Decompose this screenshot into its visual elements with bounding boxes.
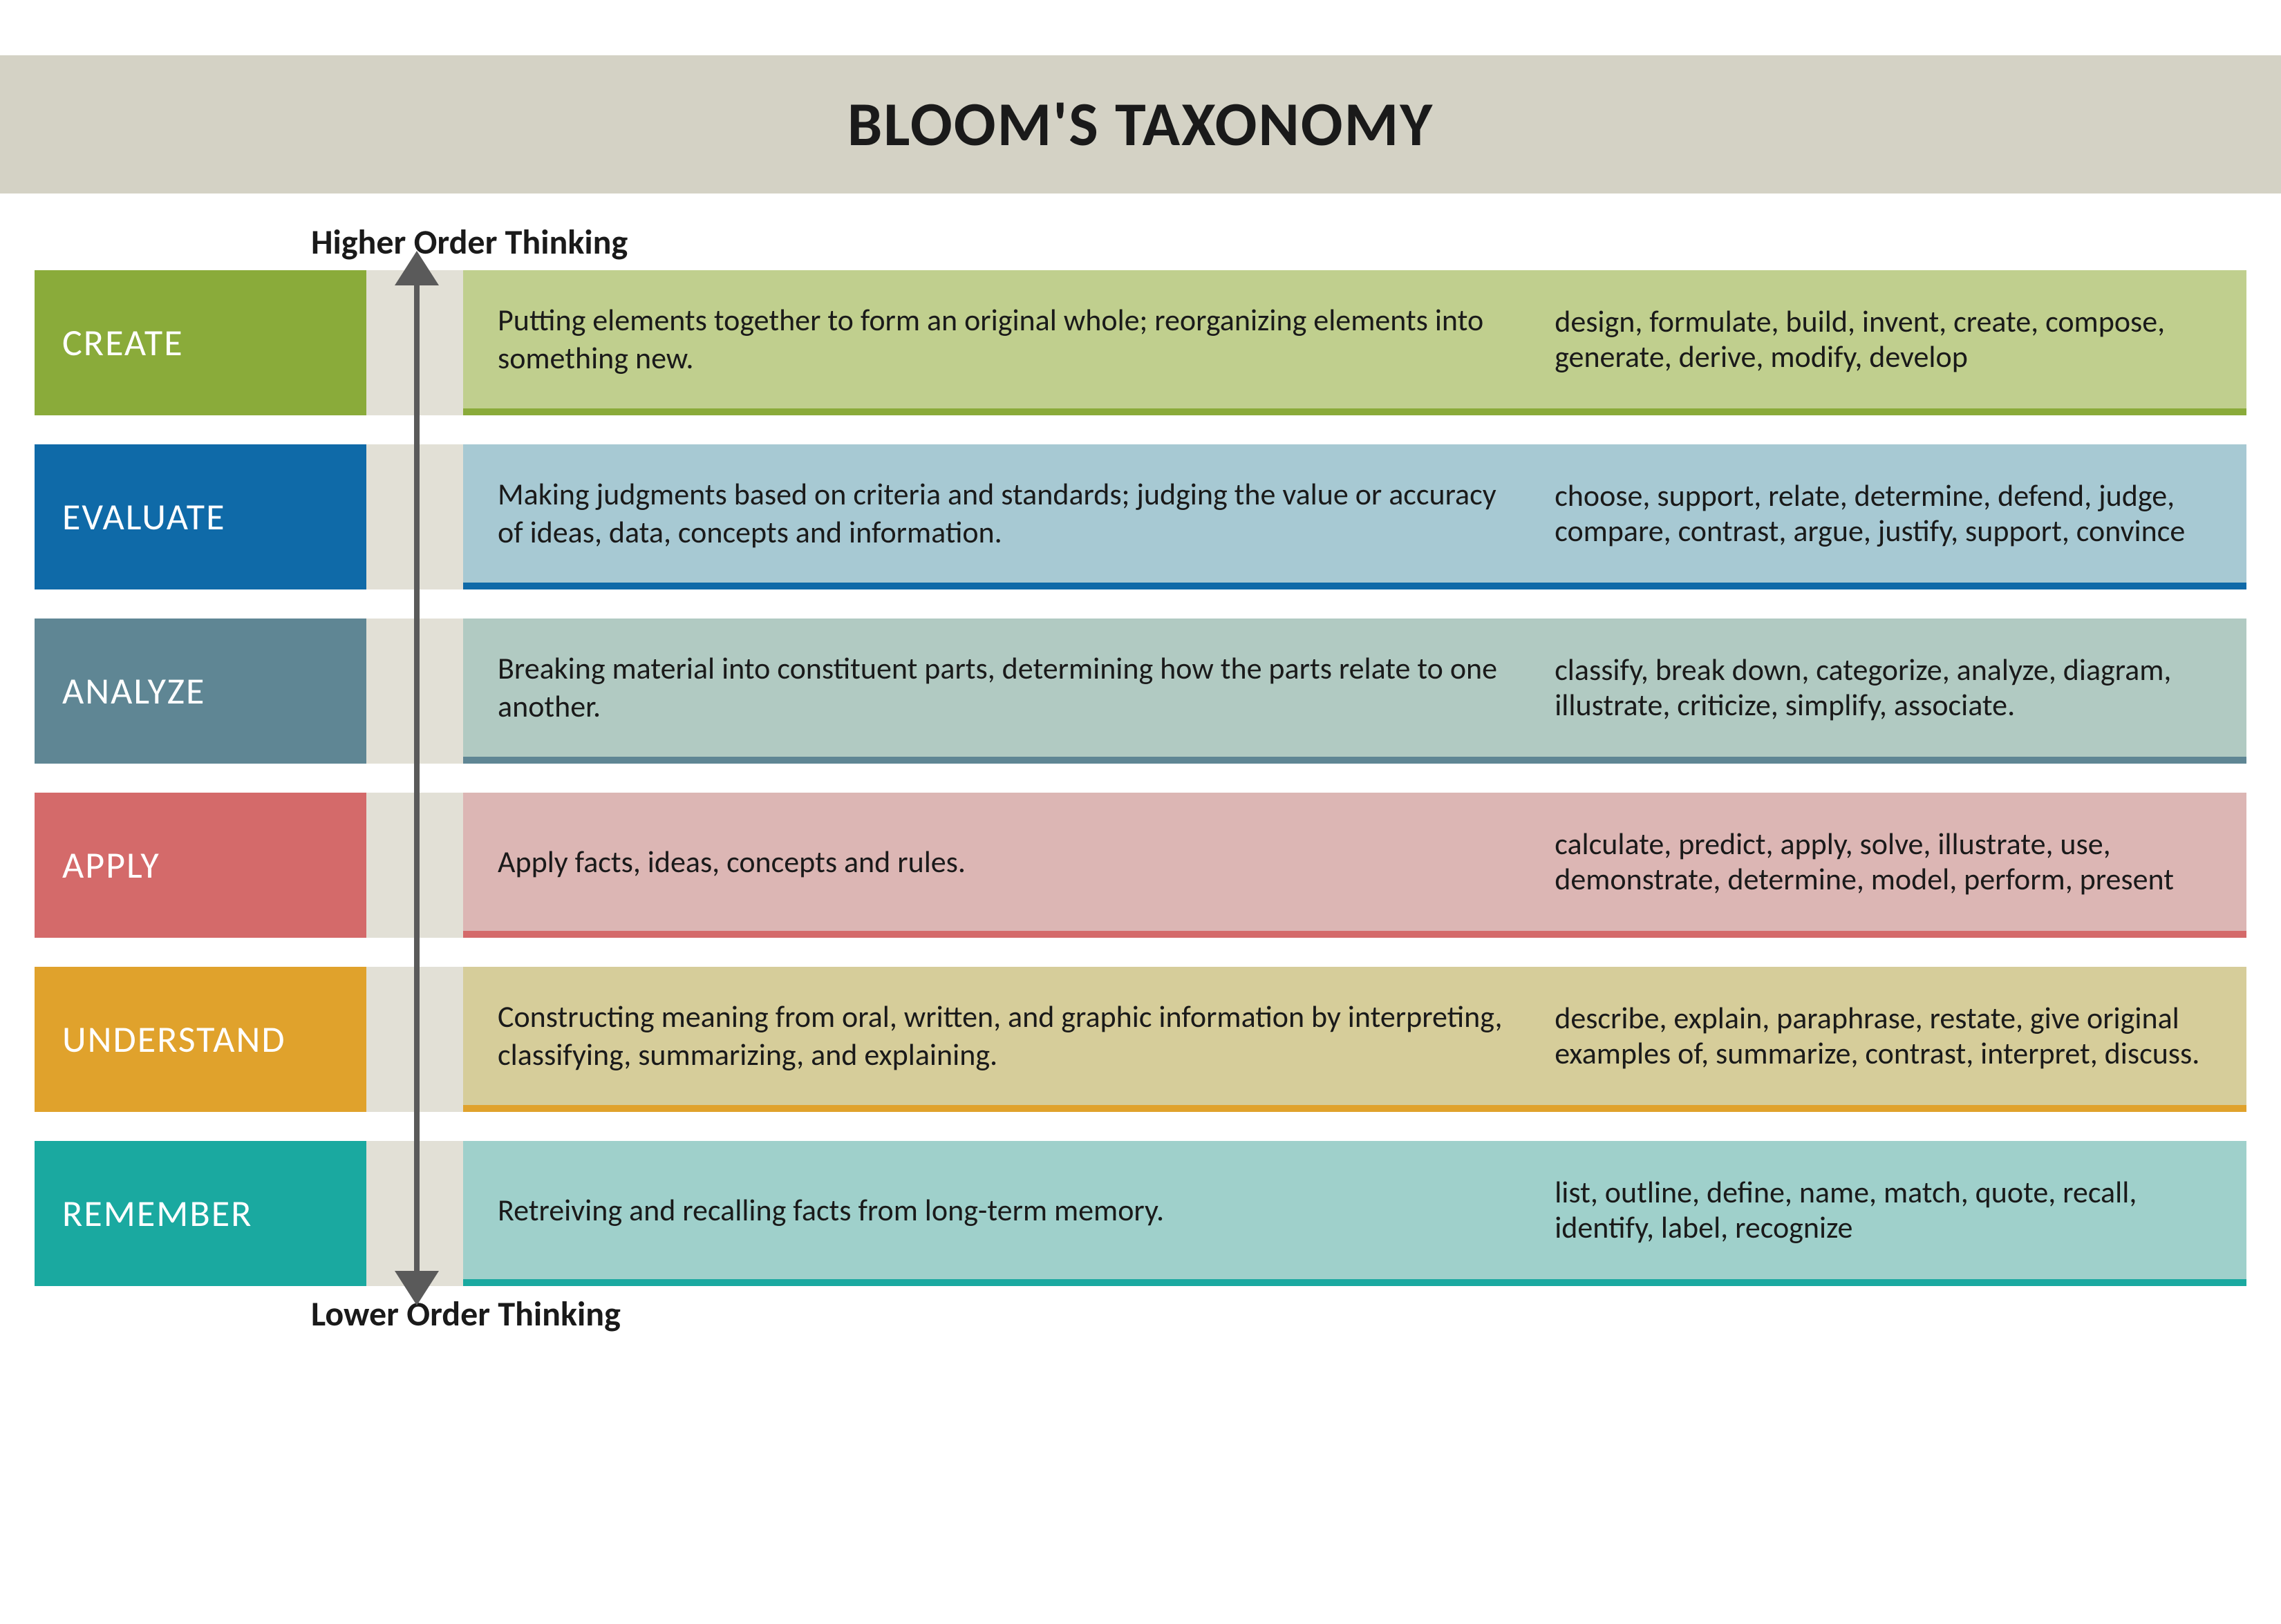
level-verbs: list, outline, define, name, match, quot… — [1555, 1175, 2219, 1245]
level-body: Making judgments based on criteria and s… — [463, 444, 2246, 589]
level-verbs: choose, support, relate, determine, defe… — [1555, 478, 2219, 548]
level-verbs: classify, break down, categorize, analyz… — [1555, 652, 2219, 722]
level-row: UNDERSTAND Constructing meaning from oral… — [35, 967, 2246, 1112]
level-description: Retreiving and recalling facts from long… — [498, 1191, 1527, 1229]
level-row: ANALYZE Breaking material into constituen… — [35, 619, 2246, 764]
level-row: REMEMBER Retreiving and recalling facts f… — [35, 1141, 2246, 1286]
level-verbs: calculate, predict, apply, solve, illust… — [1555, 827, 2219, 896]
level-label: CREATE — [35, 270, 366, 415]
level-label: UNDERSTAND — [35, 967, 366, 1112]
axis — [373, 270, 460, 1286]
axis-gap — [366, 967, 463, 1112]
level-description: Apply facts, ideas, concepts and rules. — [498, 843, 1527, 881]
level-body: Constructing meaning from oral, written,… — [463, 967, 2246, 1112]
level-body: Retreiving and recalling facts from long… — [463, 1141, 2246, 1286]
axis-gap — [366, 619, 463, 764]
lower-order-label: Lower Order Thinking — [311, 1293, 2246, 1335]
level-body: Apply facts, ideas, concepts and rules. c… — [463, 793, 2246, 938]
level-description: Making judgments based on criteria and s… — [498, 475, 1527, 551]
level-row: CREATE Putting elements together to form … — [35, 270, 2246, 415]
axis-gap — [366, 1141, 463, 1286]
level-description: Breaking material into constituent parts… — [498, 650, 1527, 726]
axis-gap — [366, 270, 463, 415]
level-body: Breaking material into constituent parts… — [463, 619, 2246, 764]
higher-order-label: Higher Order Thinking — [311, 221, 2246, 263]
level-label: REMEMBER — [35, 1141, 366, 1286]
level-label: APPLY — [35, 793, 366, 938]
level-label: EVALUATE — [35, 444, 366, 589]
levels-container: CREATE Putting elements together to form … — [35, 270, 2246, 1286]
level-verbs: describe, explain, paraphrase, restate, … — [1555, 1001, 2219, 1070]
title-bar: BLOOM'S TAXONOMY — [0, 55, 2281, 193]
page: BLOOM'S TAXONOMY Higher Order Thinking C… — [0, 0, 2281, 1624]
level-label: ANALYZE — [35, 619, 366, 764]
level-description: Putting elements together to form an ori… — [498, 301, 1527, 377]
level-description: Constructing meaning from oral, written,… — [498, 998, 1527, 1074]
axis-gap — [366, 793, 463, 938]
axis-line — [414, 277, 420, 1279]
level-row: APPLY Apply facts, ideas, concepts and ru… — [35, 793, 2246, 938]
page-title: BLOOM'S TAXONOMY — [847, 86, 1434, 162]
level-body: Putting elements together to form an ori… — [463, 270, 2246, 415]
level-verbs: design, formulate, build, invent, create… — [1555, 304, 2219, 374]
axis-gap — [366, 444, 463, 589]
level-row: EVALUATE Making judgments based on criter… — [35, 444, 2246, 589]
